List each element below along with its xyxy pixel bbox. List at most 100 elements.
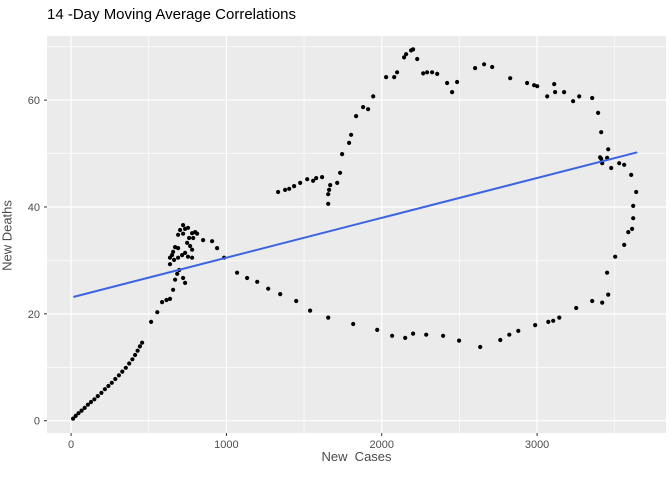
data-point (403, 335, 408, 340)
data-point (76, 411, 81, 416)
data-point (562, 90, 567, 95)
data-point (516, 328, 521, 333)
data-point (167, 296, 173, 301)
data-point (450, 90, 455, 95)
data-point (278, 292, 283, 297)
y-tick-label: 0 (34, 416, 40, 428)
data-point (167, 262, 173, 267)
data-point (171, 287, 176, 292)
data-point (188, 243, 193, 249)
data-point (85, 402, 90, 407)
data-point (140, 340, 145, 345)
data-point (106, 383, 111, 389)
data-point (478, 344, 483, 350)
data-point (215, 246, 220, 251)
data-point (384, 75, 389, 80)
data-point (411, 331, 416, 336)
data-point (314, 176, 319, 181)
data-point (605, 270, 610, 275)
data-point (185, 254, 191, 259)
data-point (130, 357, 135, 362)
data-point (590, 95, 595, 101)
data-point (109, 380, 114, 385)
data-point (340, 152, 345, 157)
data-point (178, 227, 183, 233)
data-point (553, 90, 558, 95)
data-point (421, 71, 426, 76)
data-point (287, 186, 292, 191)
x-axis-title: New Cases (321, 449, 392, 464)
data-point (395, 70, 400, 75)
data-point (590, 298, 595, 304)
data-point (308, 308, 313, 313)
data-point (525, 80, 530, 86)
data-point (409, 48, 414, 53)
data-point (88, 399, 94, 405)
data-point (404, 52, 409, 57)
data-point (629, 172, 634, 177)
data-point (201, 238, 206, 243)
data-point (634, 189, 639, 195)
data-point (626, 230, 631, 235)
chart-title: 14 -Day Moving Average Correlations (47, 6, 297, 23)
data-point (371, 94, 376, 99)
data-point (622, 162, 627, 167)
data-point (190, 247, 195, 252)
data-point (606, 292, 611, 297)
data-point (135, 348, 140, 353)
data-point (631, 203, 636, 208)
data-point (551, 318, 556, 323)
data-point (327, 187, 332, 192)
data-point (375, 327, 380, 332)
data-point (195, 231, 200, 236)
data-point (116, 373, 121, 378)
data-point (606, 147, 611, 152)
data-point (335, 180, 340, 185)
data-point (180, 253, 185, 258)
data-point (160, 300, 165, 305)
data-point (482, 62, 487, 67)
data-point (609, 165, 614, 171)
data-point (123, 365, 128, 370)
data-point (600, 300, 605, 305)
data-point (596, 110, 601, 115)
data-point (390, 333, 395, 338)
y-tick-label: 60 (28, 95, 40, 107)
data-point (127, 361, 132, 366)
data-point (120, 369, 125, 374)
data-point (445, 80, 450, 86)
data-point (276, 189, 281, 195)
data-point (187, 235, 192, 241)
data-point (425, 70, 430, 75)
data-point (326, 201, 331, 206)
x-tick-label: 0 (68, 439, 74, 451)
data-point (457, 338, 462, 343)
data-point (255, 279, 260, 284)
y-tick-label: 20 (28, 309, 40, 321)
data-point (181, 223, 186, 228)
data-point (99, 390, 104, 395)
data-point (171, 249, 176, 254)
data-point (630, 226, 635, 231)
data-point (545, 94, 550, 99)
data-point (328, 183, 333, 188)
data-point (532, 83, 537, 88)
data-point (326, 192, 331, 197)
data-point (113, 376, 118, 382)
data-point (133, 352, 138, 358)
data-point (473, 66, 478, 71)
data-point (298, 180, 303, 185)
x-tick-label: 2000 (369, 439, 393, 451)
data-point (354, 114, 359, 119)
data-point (392, 75, 397, 80)
data-point (552, 82, 557, 87)
data-point (294, 298, 299, 304)
data-point (181, 231, 186, 236)
y-axis-title: New Deaths (0, 200, 15, 271)
data-point (176, 232, 181, 237)
data-point (185, 225, 191, 230)
data-point (415, 56, 420, 62)
data-point (599, 130, 604, 135)
